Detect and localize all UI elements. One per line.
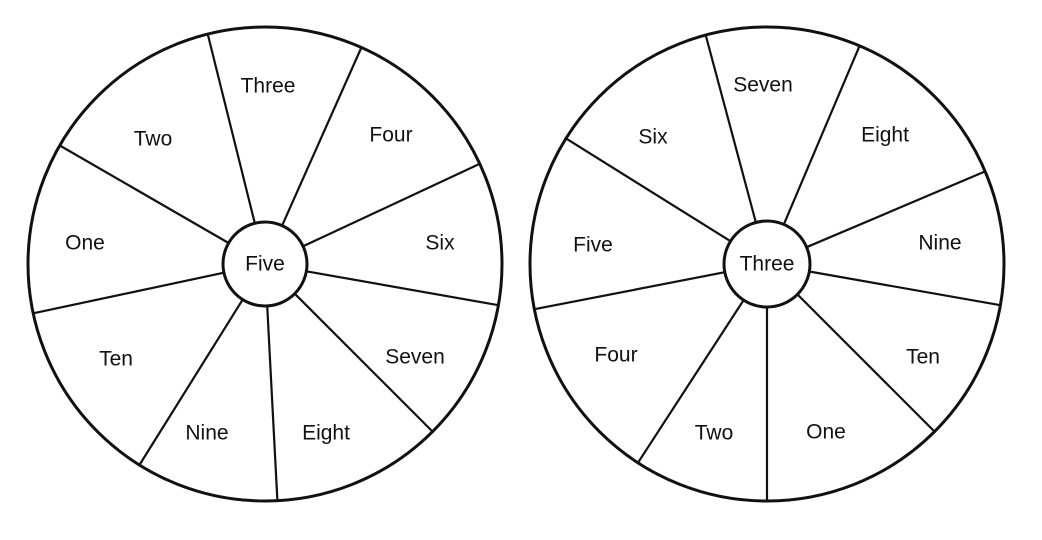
- wheel-left-segment-label: Ten: [99, 348, 133, 371]
- wheel-right-segment-label: Ten: [906, 346, 940, 369]
- wheel-left-center-label: Five: [245, 253, 285, 276]
- wheel-right-segment-label: Seven: [733, 74, 793, 97]
- wheel-spoke: [305, 270, 500, 307]
- wheel-spoke: [32, 271, 225, 315]
- wheel-spoke: [281, 46, 363, 227]
- wheel-right-hub: [722, 219, 812, 309]
- wheel-spoke: [782, 44, 861, 226]
- wheel-right-segment-label: Four: [594, 344, 637, 367]
- wheel-spoke: [704, 33, 758, 224]
- wheel-left-segment-label: Seven: [385, 346, 445, 369]
- wheel-left-hub: [221, 220, 309, 308]
- wheel-spoke: [266, 304, 279, 502]
- wheel-left-segment-label: Six: [425, 232, 455, 255]
- wheel-right-segment-label: Eight: [861, 124, 909, 147]
- wheel-spoke: [293, 292, 434, 433]
- wheel-spoke: [636, 299, 745, 464]
- wheel-spoke: [138, 298, 244, 467]
- wheel-spoke: [805, 170, 987, 249]
- wheel-right-segment-label: Nine: [918, 232, 961, 255]
- wheel-right-segment-label: Five: [573, 234, 613, 257]
- wheel-left-segment-label: Eight: [302, 422, 350, 445]
- wheel-left-segment-label: Two: [134, 128, 173, 151]
- wheel-left-segment-label: Three: [241, 75, 296, 98]
- wheel-right-segment-label: One: [806, 421, 846, 444]
- wheel-spoke: [58, 144, 230, 245]
- wheel-left-spokes: [32, 32, 500, 502]
- wheel-left-segment-label: Nine: [185, 422, 228, 445]
- wheel-spoke: [302, 162, 481, 248]
- wheel-spoke: [796, 293, 936, 433]
- wheel-right-segment-label: Six: [638, 126, 668, 149]
- wheel-left-segment-label: One: [65, 232, 105, 255]
- wheel-left-segment-label: Four: [369, 124, 412, 147]
- wheel-spoke: [533, 271, 726, 311]
- wheel-spoke: [808, 270, 1002, 307]
- wheel-right-spokes: [533, 33, 1002, 503]
- wheel-right: Three Seven Eight Nine Ten One Two Four …: [528, 25, 1006, 503]
- wheel-right-center-label: Three: [740, 253, 795, 276]
- wheel-spoke: [564, 137, 732, 243]
- wheel-left: Five Three Four Six Seven Eight Nine Ten…: [26, 25, 504, 503]
- wheel-spoke: [206, 32, 256, 225]
- wheel-right-segment-label: Two: [695, 422, 734, 445]
